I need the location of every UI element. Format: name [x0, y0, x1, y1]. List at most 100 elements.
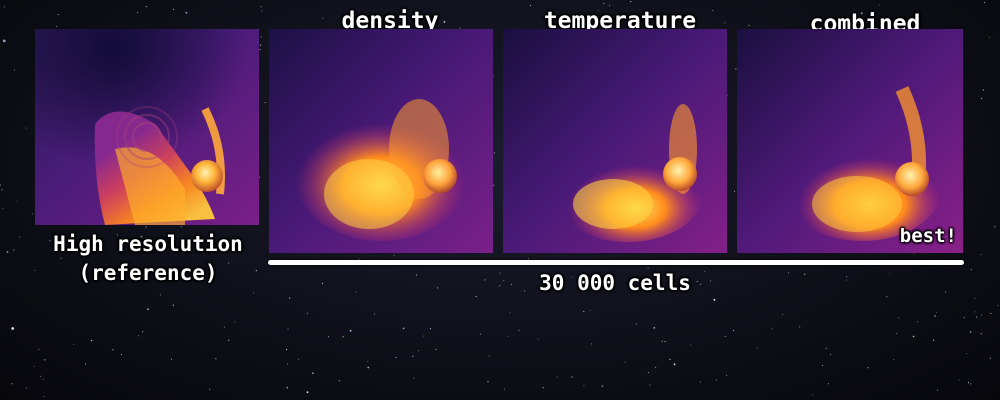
star: [60, 257, 62, 259]
star: [647, 371, 649, 374]
star: [57, 13, 59, 16]
star: [443, 21, 446, 23]
star: [651, 17, 653, 19]
star: [475, 295, 477, 298]
star: [73, 343, 75, 346]
star: [84, 363, 87, 365]
star: [321, 282, 324, 284]
star: [180, 226, 182, 228]
star: [261, 10, 263, 12]
star: [459, 27, 461, 29]
star: [655, 366, 657, 368]
star: [523, 290, 525, 292]
star: [116, 234, 118, 236]
star: [734, 190, 736, 192]
cells-bracket-line: [268, 260, 964, 265]
star: [958, 379, 960, 381]
star: [42, 378, 44, 380]
star: [846, 276, 848, 278]
star: [726, 374, 728, 376]
star: [709, 280, 711, 282]
star: [353, 22, 356, 24]
star: [260, 6, 262, 8]
star: [373, 313, 376, 315]
star: [172, 304, 174, 306]
cells-label: 30 000 cells: [539, 271, 691, 295]
star: [112, 349, 114, 351]
star: [518, 329, 520, 331]
star: [2, 207, 4, 209]
star: [234, 321, 236, 323]
star: [429, 328, 432, 330]
star: [1, 189, 3, 191]
star: [936, 389, 938, 391]
star: [624, 361, 626, 363]
star: [185, 11, 188, 14]
star: [980, 333, 982, 335]
star: [970, 269, 972, 271]
star: [669, 358, 671, 360]
star: [76, 251, 78, 253]
star: [607, 25, 610, 28]
star: [896, 333, 898, 335]
star: [700, 283, 702, 285]
star: [529, 5, 531, 7]
star: [825, 347, 827, 349]
star: [583, 385, 585, 387]
star: [488, 355, 490, 357]
star: [624, 16, 626, 18]
star: [980, 254, 982, 256]
star: [715, 379, 717, 381]
star: [173, 276, 175, 278]
star: [159, 294, 162, 296]
star: [286, 363, 289, 365]
star: [787, 272, 790, 274]
star: [503, 388, 506, 390]
star: [34, 269, 36, 271]
star: [981, 314, 983, 316]
star: [912, 335, 915, 338]
star: [228, 262, 230, 264]
star: [402, 327, 405, 330]
star: [603, 2, 605, 4]
star: [417, 350, 419, 352]
star: [974, 297, 976, 299]
star: [3, 6, 5, 8]
star: [297, 358, 300, 360]
star: [982, 89, 984, 91]
star: [647, 267, 649, 269]
star: [898, 317, 900, 319]
star: [990, 312, 992, 315]
star: [499, 272, 501, 274]
star: [423, 335, 425, 337]
star: [493, 184, 495, 186]
star: [43, 395, 45, 398]
combined-panel: best!: [737, 29, 963, 253]
star: [733, 329, 735, 331]
star: [259, 49, 261, 51]
star: [963, 317, 965, 319]
star: [435, 348, 437, 350]
star: [289, 297, 291, 299]
star: [756, 347, 758, 349]
star: [969, 331, 972, 333]
star: [258, 176, 261, 178]
star: [696, 280, 698, 282]
star: [799, 326, 801, 328]
star: [260, 44, 262, 46]
star: [140, 235, 143, 238]
star: [983, 1, 986, 4]
star: [367, 360, 369, 362]
star: [25, 387, 27, 389]
star: [286, 349, 288, 351]
star: [11, 383, 13, 385]
star: [198, 278, 200, 280]
star: [6, 251, 9, 253]
star: [571, 276, 573, 278]
reference-panel: [35, 29, 259, 225]
star: [358, 17, 360, 19]
star: [503, 279, 505, 282]
star: [223, 326, 225, 328]
star: [306, 391, 309, 394]
